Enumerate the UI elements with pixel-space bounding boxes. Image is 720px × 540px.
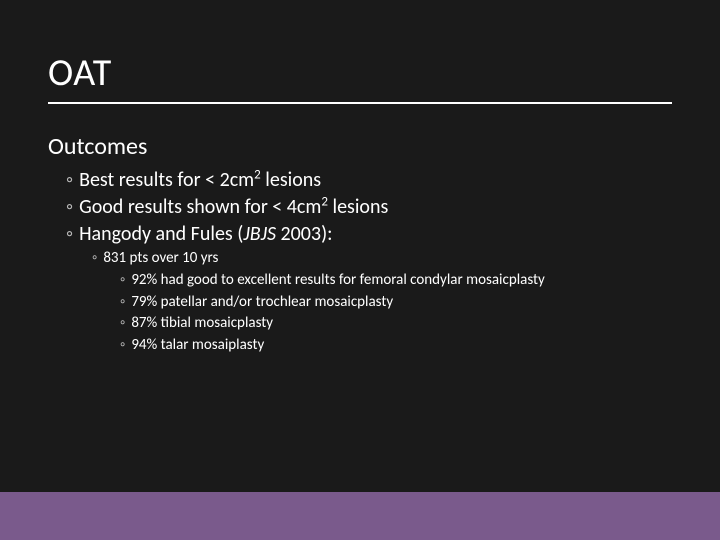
bullet-text: Good results shown for < 4cm <box>79 195 321 219</box>
bullet-marker-icon: ◦ <box>120 293 125 311</box>
slide: OAT Outcomes ◦Best results for < 2cm2 le… <box>0 0 720 540</box>
superscript: 2 <box>321 194 328 209</box>
bullet-text: 94% talar mosaiplasty <box>131 336 264 354</box>
bullet-text: Hangody and Fules ( <box>79 222 243 246</box>
bullet-level1: ◦Hangody and Fules (JBJS 2003): <box>66 221 672 248</box>
bullet-marker-icon: ◦ <box>66 222 73 246</box>
bullet-italic: JBJS <box>243 222 276 246</box>
bullet-text: 2003): <box>276 222 332 246</box>
bullet-marker-icon: ◦ <box>120 314 125 332</box>
footer-bar <box>0 492 720 540</box>
bullet-text: lesions <box>261 168 321 192</box>
bullet-level3: ◦ 79% patellar and/or trochlear mosaicpla… <box>120 292 672 314</box>
bullet-level3: ◦ 87% tibial mosaicplasty <box>120 313 672 335</box>
bullet-text: 92% had good to excellent results for fe… <box>131 271 545 289</box>
slide-title: OAT <box>48 50 672 104</box>
superscript: 2 <box>254 167 261 182</box>
bullet-level1: ◦Good results shown for < 4cm2 lesions <box>66 194 672 221</box>
bullet-level3: ◦ 92% had good to excellent results for f… <box>120 270 672 292</box>
bullet-marker-icon: ◦ <box>120 271 125 289</box>
bullet-level3: ◦ 94% talar mosaiplasty <box>120 335 672 357</box>
bullet-marker-icon: ◦ <box>66 168 73 192</box>
bullet-text: 79% patellar and/or trochlear mosaicplas… <box>131 293 393 311</box>
bullet-text: 831 pts over 10 yrs <box>103 249 218 267</box>
bullet-marker-icon: ◦ <box>66 195 73 219</box>
slide-subtitle: Outcomes <box>48 132 672 161</box>
bullet-marker-icon: ◦ <box>120 336 125 354</box>
bullet-level2: ◦ 831 pts over 10 yrs <box>92 248 672 270</box>
bullet-level1: ◦Best results for < 2cm2 lesions <box>66 167 672 194</box>
bullet-text: lesions <box>328 195 388 219</box>
bullet-text: Best results for < 2cm <box>79 168 254 192</box>
bullet-text: 87% tibial mosaicplasty <box>131 314 273 332</box>
bullet-marker-icon: ◦ <box>92 249 97 267</box>
